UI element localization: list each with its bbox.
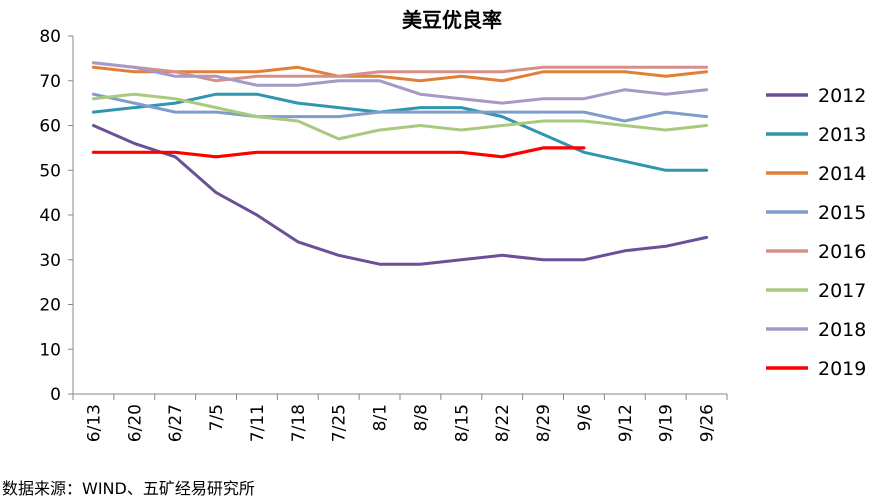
legend-label: 2019 — [818, 358, 866, 380]
series-lines — [91, 61, 709, 266]
legend: 2012 2013 2014 2015 2016 2017 2018 2019 — [766, 85, 866, 380]
legend-label: 2016 — [818, 241, 866, 263]
x-tick-label: 8/29 — [534, 404, 554, 442]
x-tick-label: 7/11 — [248, 404, 268, 442]
y-tick-label: 60 — [39, 117, 61, 137]
legend-item-2013: 2013 — [766, 124, 866, 146]
legend-item-2017: 2017 — [766, 280, 866, 302]
x-tick-label: 8/8 — [411, 404, 431, 431]
x-tick-label: 9/26 — [698, 404, 718, 442]
y-tick-label: 10 — [39, 340, 61, 360]
x-tick-label: 6/27 — [166, 404, 186, 442]
legend-label: 2013 — [818, 124, 866, 146]
legend-label: 2017 — [818, 280, 866, 302]
y-tick-label: 40 — [39, 206, 61, 226]
series-line-2019 — [91, 146, 586, 159]
y-tick-label: 20 — [39, 296, 61, 316]
series-line-2014 — [91, 65, 709, 83]
y-tick-label: 50 — [39, 161, 61, 181]
y-tick-label: 0 — [50, 385, 61, 405]
y-tick-label: 80 — [39, 27, 61, 47]
x-tick-label: 7/5 — [207, 404, 227, 431]
y-tick-label: 30 — [39, 251, 61, 271]
series-line-2017 — [91, 92, 709, 141]
source-note: 数据来源：WIND、五矿经易研究所 — [2, 479, 255, 498]
series-line-2018 — [91, 61, 709, 105]
series-line-2013 — [91, 92, 709, 172]
x-tick-label: 8/22 — [493, 404, 513, 442]
legend-item-2015: 2015 — [766, 202, 866, 224]
legend-label: 2012 — [818, 85, 866, 107]
legend-item-2019: 2019 — [766, 358, 866, 380]
x-tick-label: 9/12 — [616, 404, 636, 442]
x-tick-label: 7/25 — [330, 404, 350, 442]
legend-item-2016: 2016 — [766, 241, 866, 263]
y-tick-label: 70 — [39, 72, 61, 92]
y-axis: 0 10 20 30 40 50 60 70 80 — [39, 27, 74, 405]
legend-item-2012: 2012 — [766, 85, 866, 107]
legend-item-2014: 2014 — [766, 163, 866, 185]
legend-item-2018: 2018 — [766, 319, 866, 341]
x-axis: 6/13 6/20 6/27 7/5 7/11 7/18 7/25 8/1 8/8 8/15 8/2… — [72, 393, 728, 442]
series-line-2015 — [91, 92, 709, 123]
x-tick-label: 8/15 — [452, 404, 472, 442]
legend-label: 2014 — [818, 163, 866, 185]
x-tick-label: 9/6 — [575, 404, 595, 431]
legend-label: 2015 — [818, 202, 866, 224]
x-tick-label: 8/1 — [371, 404, 391, 431]
x-tick-label: 9/19 — [657, 404, 677, 442]
x-tick-label: 6/13 — [84, 404, 104, 442]
series-line-2012 — [91, 124, 709, 266]
x-tick-label: 6/20 — [125, 404, 145, 442]
legend-label: 2018 — [818, 319, 866, 341]
chart-title: 美豆优良率 — [402, 8, 502, 32]
chart: 美豆优良率 0 10 20 30 40 50 60 70 80 6/13 6/20 6/27 7/5 7… — [39, 8, 866, 442]
x-tick-label: 7/18 — [289, 404, 309, 442]
